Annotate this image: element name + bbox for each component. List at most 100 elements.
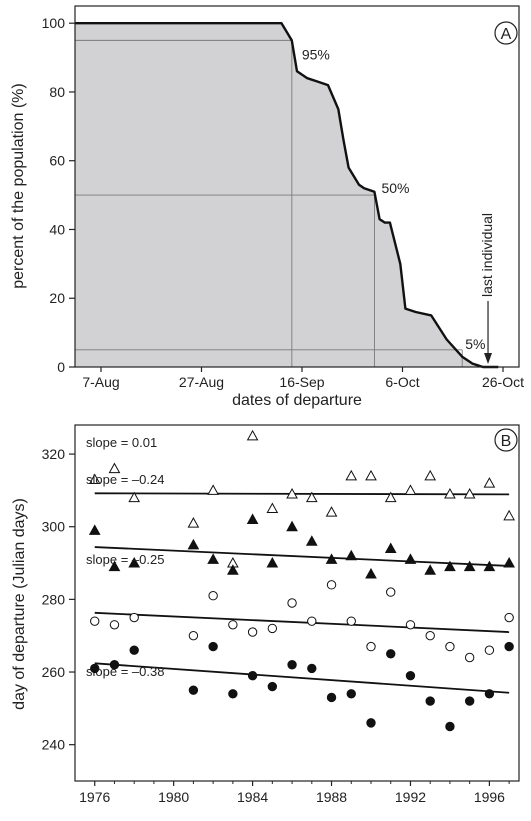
data-point-s3-9 [307, 663, 317, 674]
data-point-s2-13 [386, 587, 396, 597]
slope-label-1: slope = –0.24 [86, 472, 164, 487]
x-tick-label-a-1: 27-Aug [179, 374, 224, 390]
reference-label-2: 5% [465, 336, 485, 352]
data-point-s3-5 [228, 689, 238, 699]
data-point-s0-9 [305, 491, 318, 503]
data-point-s2-5 [228, 620, 238, 630]
y-tick-label-b-4: 320 [42, 446, 66, 462]
data-point-s1-9 [305, 535, 318, 546]
data-point-s3-4 [208, 641, 218, 652]
data-point-s2-15 [425, 630, 435, 641]
trend-line-3 [94, 662, 510, 694]
data-point-s2-4 [208, 591, 218, 601]
data-point-s3-0 [90, 663, 100, 674]
x-tick-label-a-4: 26-Oct [482, 374, 524, 390]
data-point-s1-15 [424, 564, 437, 575]
data-point-s2-18 [484, 645, 495, 655]
data-point-s3-2 [129, 645, 139, 655]
data-point-s2-10 [326, 580, 337, 590]
panel-label-b: B [501, 433, 512, 450]
data-point-s3-19 [504, 641, 514, 652]
data-point-s1-16 [444, 560, 456, 572]
data-point-s1-11 [345, 549, 358, 561]
panel-b-frame [74, 424, 520, 782]
reference-label-1: 50% [381, 180, 409, 196]
x-tick-label-b-1: 1980 [158, 789, 189, 805]
data-point-s3-18 [484, 689, 495, 699]
y-tick-label-a-5: 100 [42, 15, 66, 31]
x-tick-label-b-4: 1992 [395, 789, 426, 805]
data-point-s3-10 [326, 692, 337, 703]
data-point-s3-11 [346, 689, 356, 699]
data-point-s1-7 [266, 557, 279, 568]
data-point-s0-6 [246, 429, 259, 441]
data-point-s3-3 [188, 685, 199, 695]
y-tick-label-a-1: 20 [49, 290, 65, 306]
y-tick-label-b-0: 240 [42, 737, 66, 753]
data-point-s2-16 [445, 641, 455, 652]
data-point-s1-3 [187, 538, 200, 550]
data-point-s1-0 [88, 524, 101, 535]
data-point-s1-1 [108, 560, 121, 572]
data-point-s0-18 [483, 477, 496, 488]
data-point-s3-16 [445, 721, 455, 732]
data-point-s1-2 [128, 557, 141, 568]
y-tick-label-b-2: 280 [42, 591, 66, 607]
data-point-s2-11 [346, 616, 356, 626]
data-point-s3-8 [287, 660, 297, 670]
data-point-s0-11 [345, 469, 358, 481]
data-point-s2-0 [90, 616, 100, 626]
y-tick-label-a-3: 60 [49, 153, 65, 169]
data-point-s3-13 [386, 649, 396, 659]
panel-a: 7-Aug 27-Aug 16-Sep 6-Oct 26-Oct 0 20 40 60 80 100… [10, 5, 524, 409]
data-point-s2-3 [188, 630, 199, 641]
data-point-s2-14 [405, 620, 416, 630]
data-point-s1-4 [207, 553, 219, 564]
y-tick-label-a-4: 80 [49, 84, 65, 100]
data-point-s0-0 [88, 473, 101, 484]
y-axis-title-b: day of departure (Julian days) [11, 498, 28, 710]
panel-label-a-circle [494, 21, 518, 45]
last-individual-arrow-head [484, 353, 493, 364]
trend-line-1 [94, 546, 510, 567]
data-point-s3-12 [366, 718, 376, 728]
data-point-s0-15 [424, 469, 437, 481]
slope-label-3: slope = –0.38 [86, 664, 164, 679]
x-tick-label-b-0: 1976 [79, 789, 110, 805]
x-tick-label-b-5: 1996 [474, 789, 505, 805]
data-point-s3-1 [109, 660, 120, 670]
data-point-s0-8 [286, 487, 298, 499]
x-tick-label-b-3: 1988 [316, 789, 347, 805]
data-point-s1-8 [286, 520, 298, 532]
data-point-s0-10 [325, 506, 338, 517]
data-point-s2-19 [504, 612, 514, 623]
last-individual-label: last individual [479, 213, 495, 297]
data-point-s0-4 [207, 484, 219, 495]
data-point-s2-7 [267, 623, 278, 634]
y-tick-label-b-3: 300 [42, 519, 66, 535]
data-point-s0-13 [384, 491, 397, 503]
panel-b: 1976 1980 1984 1988 1992 1996 240 260 280 300 320 s… [11, 424, 520, 805]
data-point-s2-8 [287, 598, 297, 608]
y-tick-label-b-1: 260 [42, 664, 66, 680]
panel-label-a: A [501, 26, 512, 43]
data-point-s1-17 [463, 560, 476, 572]
data-point-s1-19 [503, 557, 515, 568]
data-point-s3-6 [247, 670, 258, 681]
y-tick-label-a-0: 0 [57, 359, 65, 375]
data-point-s3-15 [425, 696, 435, 706]
data-point-s3-17 [464, 696, 475, 706]
x-tick-label-a-0: 7-Aug [82, 374, 119, 390]
y-axis-title-a: percent of the population (%) [10, 83, 27, 288]
data-point-s0-3 [187, 517, 200, 528]
data-point-s2-17 [464, 652, 475, 663]
data-point-s0-7 [266, 502, 279, 514]
data-point-s2-12 [366, 641, 376, 652]
data-point-s3-14 [405, 670, 416, 681]
trend-line-0 [94, 492, 510, 496]
data-point-s0-14 [404, 484, 417, 495]
x-tick-label-a-2: 16-Sep [279, 374, 324, 390]
x-tick-label-b-2: 1984 [237, 789, 268, 805]
data-point-s0-17 [463, 487, 476, 499]
data-point-s0-16 [444, 487, 456, 499]
